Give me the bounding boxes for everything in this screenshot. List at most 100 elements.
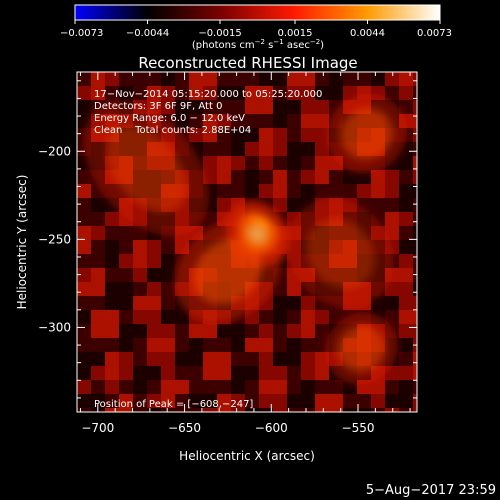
sidelobe-cell xyxy=(147,268,161,282)
sidelobe-cell xyxy=(287,324,301,338)
sidelobe-cell xyxy=(413,408,417,412)
sidelobe-cell xyxy=(273,72,287,86)
sidelobe-cell xyxy=(91,268,105,282)
sidelobe-cell xyxy=(427,282,441,296)
y-tick-label: −250 xyxy=(38,232,71,246)
sidelobe-cell xyxy=(287,100,301,114)
sidelobe-cell xyxy=(203,408,217,412)
sidelobe-cell xyxy=(147,72,161,86)
sidelobe-cell xyxy=(161,268,175,282)
sidelobe-cell xyxy=(91,86,105,100)
sidelobe-cell xyxy=(259,114,273,128)
sidelobe-cell xyxy=(119,282,133,296)
sidelobe-cell xyxy=(259,408,273,412)
sidelobe-cell xyxy=(203,72,217,86)
sidelobe-cell xyxy=(133,352,147,366)
sidelobe-cell xyxy=(161,408,175,412)
sidelobe-cell xyxy=(427,212,441,226)
x-tick-label: −700 xyxy=(81,421,114,435)
sidelobe-cell xyxy=(217,184,231,198)
sidelobe-cell xyxy=(133,86,147,100)
sidelobe-cell xyxy=(399,254,413,268)
sidelobe-cell xyxy=(315,380,329,394)
sidelobe-cell xyxy=(175,394,189,408)
sidelobe-cell xyxy=(231,170,245,184)
peak-position-label: Position of Peak = [−608,−247] xyxy=(94,399,253,410)
sidelobe-cell xyxy=(301,338,315,352)
sidelobe-cell xyxy=(427,114,441,128)
sidelobe-cell xyxy=(399,282,413,296)
sidelobe-cell xyxy=(77,212,91,226)
sidelobe-cell xyxy=(413,72,417,86)
sidelobe-cell xyxy=(287,366,301,380)
sidelobe-cell xyxy=(189,324,203,338)
x-tick-label: −650 xyxy=(168,421,201,435)
sidelobe-cell xyxy=(413,142,417,156)
sidelobe-cell xyxy=(315,142,329,156)
sidelobe-cell xyxy=(287,380,301,394)
sidelobe-cell xyxy=(217,142,231,156)
sidelobe-cell xyxy=(217,198,231,212)
sidelobe-cell xyxy=(399,268,413,282)
sidelobe-cell xyxy=(413,380,417,394)
x-axis-tick-labels: −700 −650 −600 −550 xyxy=(81,421,374,435)
sidelobe-cell xyxy=(273,310,287,324)
sidelobe-cell xyxy=(329,72,343,86)
sidelobe-cell xyxy=(329,394,343,408)
sidelobe-cell xyxy=(371,184,385,198)
sidelobe-cell xyxy=(357,170,371,184)
sidelobe-cell xyxy=(231,156,245,170)
colorbar-tick-label: −0.0044 xyxy=(126,28,169,39)
sidelobe-cell xyxy=(259,184,273,198)
sidelobe-cell xyxy=(245,352,259,366)
sidelobe-cell xyxy=(217,408,231,412)
sidelobe-cell xyxy=(287,184,301,198)
sidelobe-cell xyxy=(371,380,385,394)
sidelobe-cell xyxy=(147,254,161,268)
sidelobe-cell xyxy=(147,366,161,380)
y-tick-label: −200 xyxy=(38,144,71,158)
sidelobe-cell xyxy=(105,394,119,408)
sidelobe-cell xyxy=(343,408,357,412)
secondary-source xyxy=(174,219,282,323)
sidelobe-cell xyxy=(77,184,91,198)
sidelobe-cell xyxy=(77,226,91,240)
sidelobe-cell xyxy=(77,380,91,394)
sidelobe-cell xyxy=(231,408,245,412)
sidelobe-cell xyxy=(259,394,273,408)
sidelobe-cell xyxy=(77,324,91,338)
sidelobe-cell xyxy=(357,394,371,408)
sidelobe-cell xyxy=(413,226,417,240)
sidelobe-cell xyxy=(189,380,203,394)
sidelobe-cell xyxy=(245,100,259,114)
sidelobe-cell xyxy=(287,408,301,412)
sidelobe-cell xyxy=(427,240,441,254)
sidelobe-cell xyxy=(399,324,413,338)
sidelobe-cell xyxy=(217,324,231,338)
sidelobe-cell xyxy=(301,142,315,156)
annotation-time-range: 17−Nov−2014 05:15:20.000 to 05:25:20.000 xyxy=(94,89,322,100)
sidelobe-cell xyxy=(329,310,343,324)
sidelobe-cell xyxy=(105,72,119,86)
sidelobe-cell xyxy=(119,366,133,380)
sidelobe-cell xyxy=(427,380,441,394)
sidelobe-cell xyxy=(427,310,441,324)
sidelobe-cell xyxy=(189,352,203,366)
sidelobe-cell xyxy=(231,366,245,380)
sidelobe-cell xyxy=(259,366,273,380)
sidelobe-cell xyxy=(385,282,399,296)
sidelobe-cell xyxy=(105,226,119,240)
sidelobe-cell xyxy=(427,296,441,310)
sidelobe-cell xyxy=(273,128,287,142)
sidelobe-cell xyxy=(231,128,245,142)
sidelobe-cell xyxy=(427,142,441,156)
sidelobe-cell xyxy=(77,366,91,380)
sidelobe-cell xyxy=(175,86,189,100)
sidelobe-cell xyxy=(77,100,91,114)
y-axis-ticks xyxy=(77,80,417,399)
sidelobe-cell xyxy=(245,310,259,324)
sidelobe-cell xyxy=(175,352,189,366)
sidelobe-cell xyxy=(259,100,273,114)
sidelobe-cell xyxy=(105,408,119,412)
sidelobe-cell xyxy=(217,156,231,170)
